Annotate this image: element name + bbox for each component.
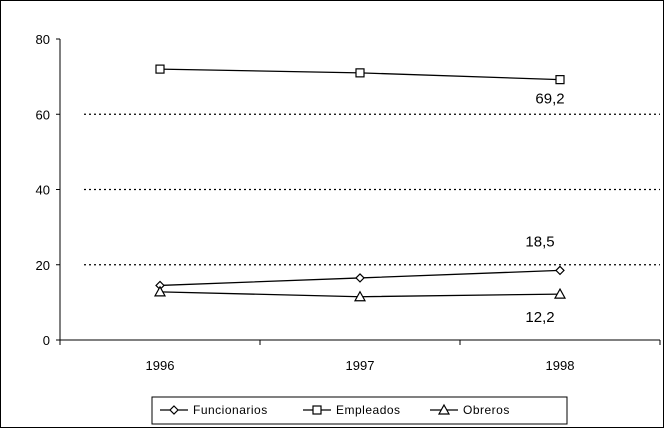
data-labels: 69,2 18,5 12,2 bbox=[525, 91, 564, 326]
legend-label-funcionarios: Funcionarios bbox=[193, 403, 268, 417]
y-tick-label: 40 bbox=[36, 183, 50, 198]
data-point-funcionarios bbox=[555, 265, 565, 276]
legend-marker-empleados bbox=[312, 405, 322, 415]
y-ticks: 0 20 40 60 80 bbox=[36, 32, 60, 348]
x-ticks: 1996 1997 1998 bbox=[59, 340, 661, 373]
x-tick-label: 1998 bbox=[546, 358, 575, 373]
legend-label-obreros: Obreros bbox=[463, 403, 510, 417]
legend: Funcionarios Empleados Obreros bbox=[151, 396, 568, 425]
data-label-empleados: 69,2 bbox=[535, 91, 564, 108]
legend-box bbox=[151, 396, 568, 425]
legend-marker-obreros bbox=[437, 403, 451, 415]
y-tick-label: 60 bbox=[36, 107, 50, 122]
gridlines bbox=[84, 113, 660, 266]
data-point-empleados bbox=[555, 75, 565, 85]
x-tick-label: 1996 bbox=[146, 358, 175, 373]
data-point-obreros bbox=[153, 285, 167, 297]
data-point-funcionarios bbox=[355, 273, 365, 283]
legend-marker-funcionarios bbox=[169, 405, 179, 415]
data-label-obreros: 12,2 bbox=[525, 309, 554, 326]
data-point-obreros bbox=[553, 287, 567, 299]
data-point-empleados bbox=[155, 64, 165, 74]
data-point-empleados bbox=[355, 68, 365, 78]
data-label-funcionarios: 18,5 bbox=[525, 233, 554, 250]
y-tick-label: 20 bbox=[36, 258, 50, 273]
data-point-obreros bbox=[353, 290, 367, 302]
series-lines bbox=[153, 64, 567, 302]
legend-label-empleados: Empleados bbox=[336, 403, 401, 417]
y-tick-label: 80 bbox=[36, 32, 50, 47]
x-tick-label: 1997 bbox=[346, 358, 375, 373]
y-tick-label: 0 bbox=[43, 333, 50, 348]
